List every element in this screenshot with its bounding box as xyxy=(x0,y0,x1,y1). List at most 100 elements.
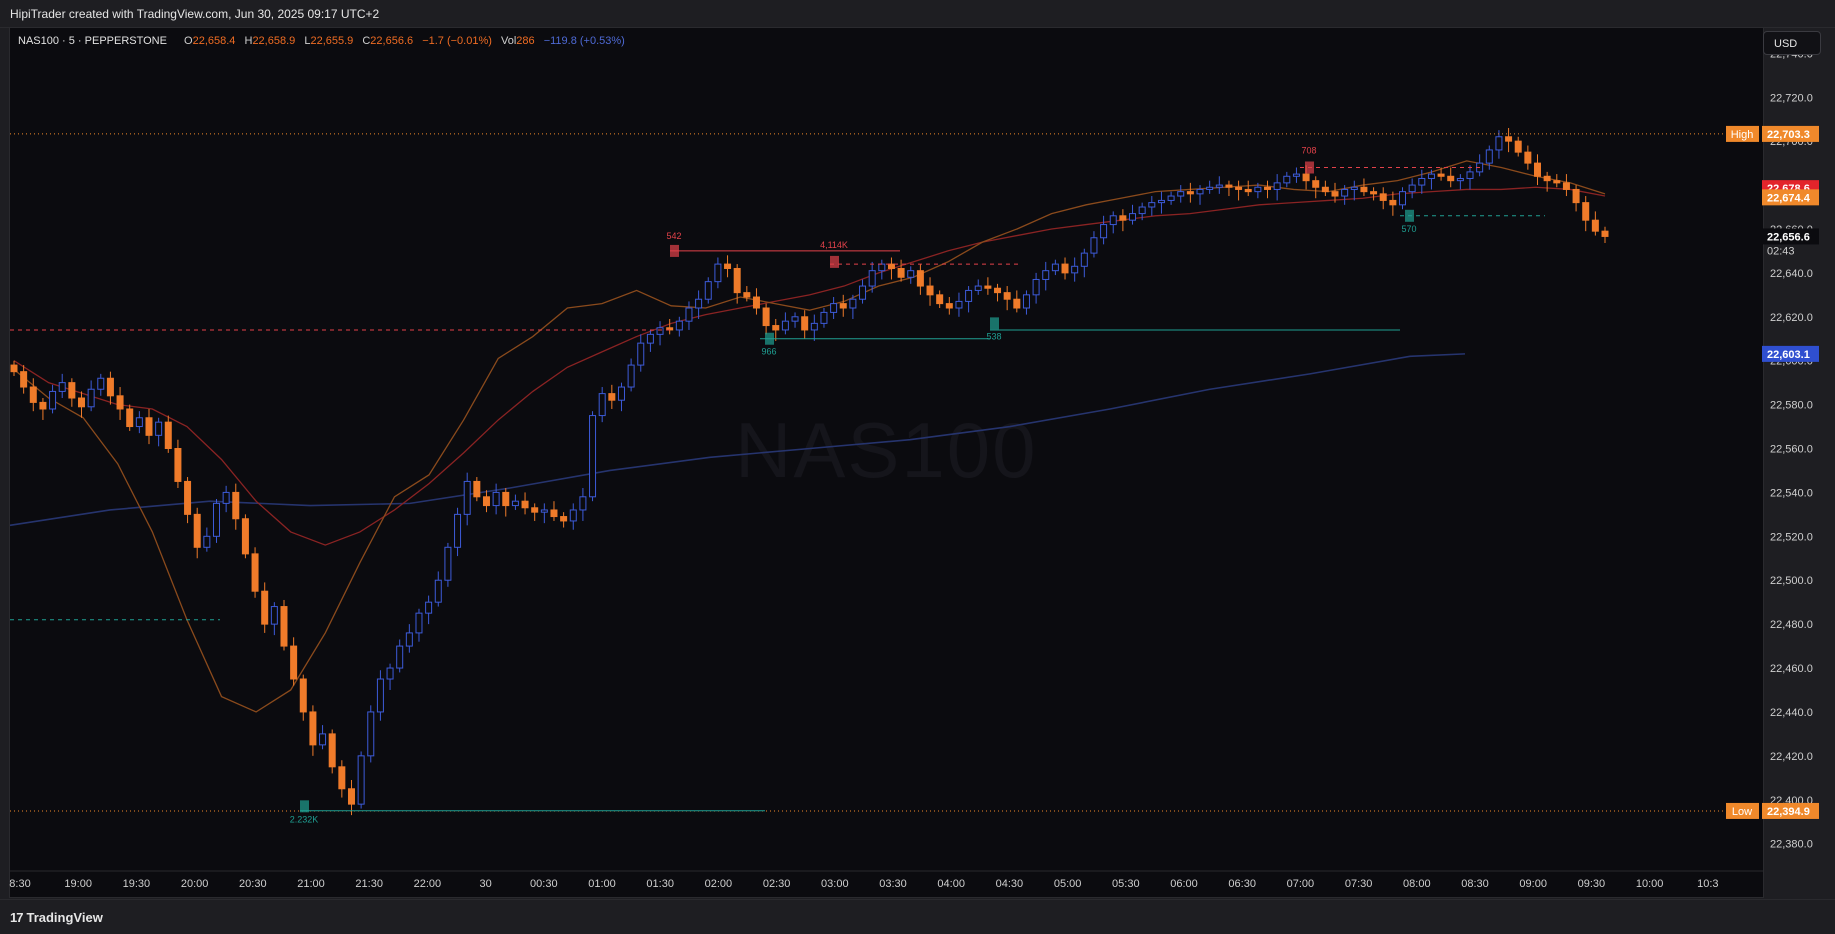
demand-marker xyxy=(990,317,999,330)
candle-body xyxy=(531,507,539,513)
high-key: H xyxy=(244,35,253,47)
candle-body xyxy=(984,285,992,289)
candle-body xyxy=(695,298,703,309)
candle-body xyxy=(20,371,28,388)
y-tick-label: 22,720.0 xyxy=(1770,92,1813,104)
chart-title: HipiTrader created with TradingView.com,… xyxy=(10,7,380,21)
candle-body xyxy=(656,327,664,335)
candle-body xyxy=(68,382,76,399)
x-tick-label: 21:30 xyxy=(355,878,383,890)
x-tick-label: 07:00 xyxy=(1287,878,1315,890)
candle-body xyxy=(646,333,654,344)
candle-body xyxy=(174,448,182,482)
x-tick-label: 07:30 xyxy=(1345,878,1373,890)
candle-body xyxy=(386,667,394,680)
candle-body xyxy=(309,711,317,746)
candle-body xyxy=(685,307,693,322)
candle-body xyxy=(608,393,616,401)
high-value: 22,658.9 xyxy=(252,35,296,47)
candle-body xyxy=(492,491,500,507)
ema-slow-line xyxy=(9,353,1466,527)
candle-body xyxy=(135,417,143,428)
candle-body xyxy=(868,270,876,287)
chart-header: HipiTrader created with TradingView.com,… xyxy=(0,0,1835,28)
candle-body xyxy=(1447,175,1455,182)
candle-body xyxy=(1254,186,1262,193)
close-key: C xyxy=(362,35,371,47)
x-tick-label: 20:30 xyxy=(239,878,267,890)
x-tick-label: 08:00 xyxy=(1403,878,1431,890)
candle-body xyxy=(589,415,597,498)
candle-body xyxy=(193,513,201,548)
candle-body xyxy=(347,788,355,805)
ohlc-legend: NAS100 · 5 · PEPPERSTONE O22,658.4 H22,6… xyxy=(18,35,625,47)
candle-body xyxy=(280,606,288,647)
candle-body xyxy=(1090,237,1098,254)
candle-body xyxy=(560,516,568,522)
y-tick-label: 22,420.0 xyxy=(1770,751,1813,763)
candle-body xyxy=(1418,177,1426,186)
x-tick-label: 30 xyxy=(479,878,491,890)
vol-key: Vol xyxy=(500,35,517,47)
x-tick-label: 01:30 xyxy=(646,878,674,890)
candle-body xyxy=(1379,193,1387,201)
candle-body xyxy=(1572,188,1580,204)
price-tag-label: 22,394.9 xyxy=(1767,806,1810,818)
candle-body xyxy=(714,263,722,283)
candle-body xyxy=(569,509,577,522)
candle-body xyxy=(482,496,490,507)
zone-volume-label: 4,114K xyxy=(820,240,848,250)
tradingview-logo[interactable]: 17 TradingView xyxy=(10,910,103,925)
candle-body xyxy=(1341,188,1349,197)
y-tick-label: 22,640.0 xyxy=(1770,268,1813,280)
x-tick-label: 03:00 xyxy=(821,878,849,890)
candle-body xyxy=(540,509,548,513)
candle-body xyxy=(1399,191,1407,206)
candle-body xyxy=(772,325,780,331)
candle-body xyxy=(1196,188,1204,195)
price-tag xyxy=(1762,802,1819,819)
candle-body xyxy=(878,263,886,272)
x-tick-label: 10:3 xyxy=(1697,878,1718,890)
candle-body xyxy=(463,480,471,515)
candle-body xyxy=(1148,202,1156,208)
candle-body xyxy=(704,281,712,300)
tradingview-mark-icon: 17 xyxy=(10,910,24,925)
candle-body xyxy=(1071,265,1079,274)
candle-body xyxy=(87,388,95,408)
candle-body xyxy=(203,535,211,548)
candle-body xyxy=(1051,263,1059,272)
symbol-label[interactable]: NAS100 · 5 · PEPPERSTONE xyxy=(18,35,167,47)
price-tag-label: 22,656.6 xyxy=(1767,231,1810,243)
candle-body xyxy=(1514,140,1522,153)
price-tag-name-box xyxy=(1726,802,1759,819)
x-tick-label: 03:30 xyxy=(879,878,907,890)
candlestick-chart[interactable]: 22,380.022,400.022,420.022,440.022,460.0… xyxy=(0,27,1835,899)
candle-body xyxy=(1157,199,1165,204)
price-tag xyxy=(1762,228,1819,245)
x-tick-label: 02:30 xyxy=(763,878,791,890)
candle-body xyxy=(1456,177,1464,182)
candle-body xyxy=(1524,151,1532,164)
x-tick-label: 00:30 xyxy=(530,878,558,890)
candle-body xyxy=(1437,173,1445,177)
candle-body xyxy=(994,287,1002,294)
candle-body xyxy=(743,292,751,298)
price-tag-name: Low xyxy=(1732,806,1752,818)
price-tag-label: 22,703.3 xyxy=(1767,129,1810,141)
open-value: 22,658.4 xyxy=(192,35,236,47)
candle-body xyxy=(241,518,249,555)
candle-body xyxy=(1264,186,1272,190)
candle-body xyxy=(116,395,124,410)
candle-body xyxy=(39,401,47,410)
candle-body xyxy=(1032,278,1040,296)
supply-marker xyxy=(670,244,679,257)
x-tick-label: 8:30 xyxy=(9,878,30,890)
zone-volume-label: 542 xyxy=(666,231,681,241)
candle-body xyxy=(29,386,37,403)
candle-body xyxy=(1591,219,1599,232)
x-tick-label: 05:30 xyxy=(1112,878,1140,890)
currency-button[interactable]: USD xyxy=(1763,31,1821,55)
x-tick-label: 09:00 xyxy=(1519,878,1547,890)
candle-body xyxy=(1370,191,1378,195)
